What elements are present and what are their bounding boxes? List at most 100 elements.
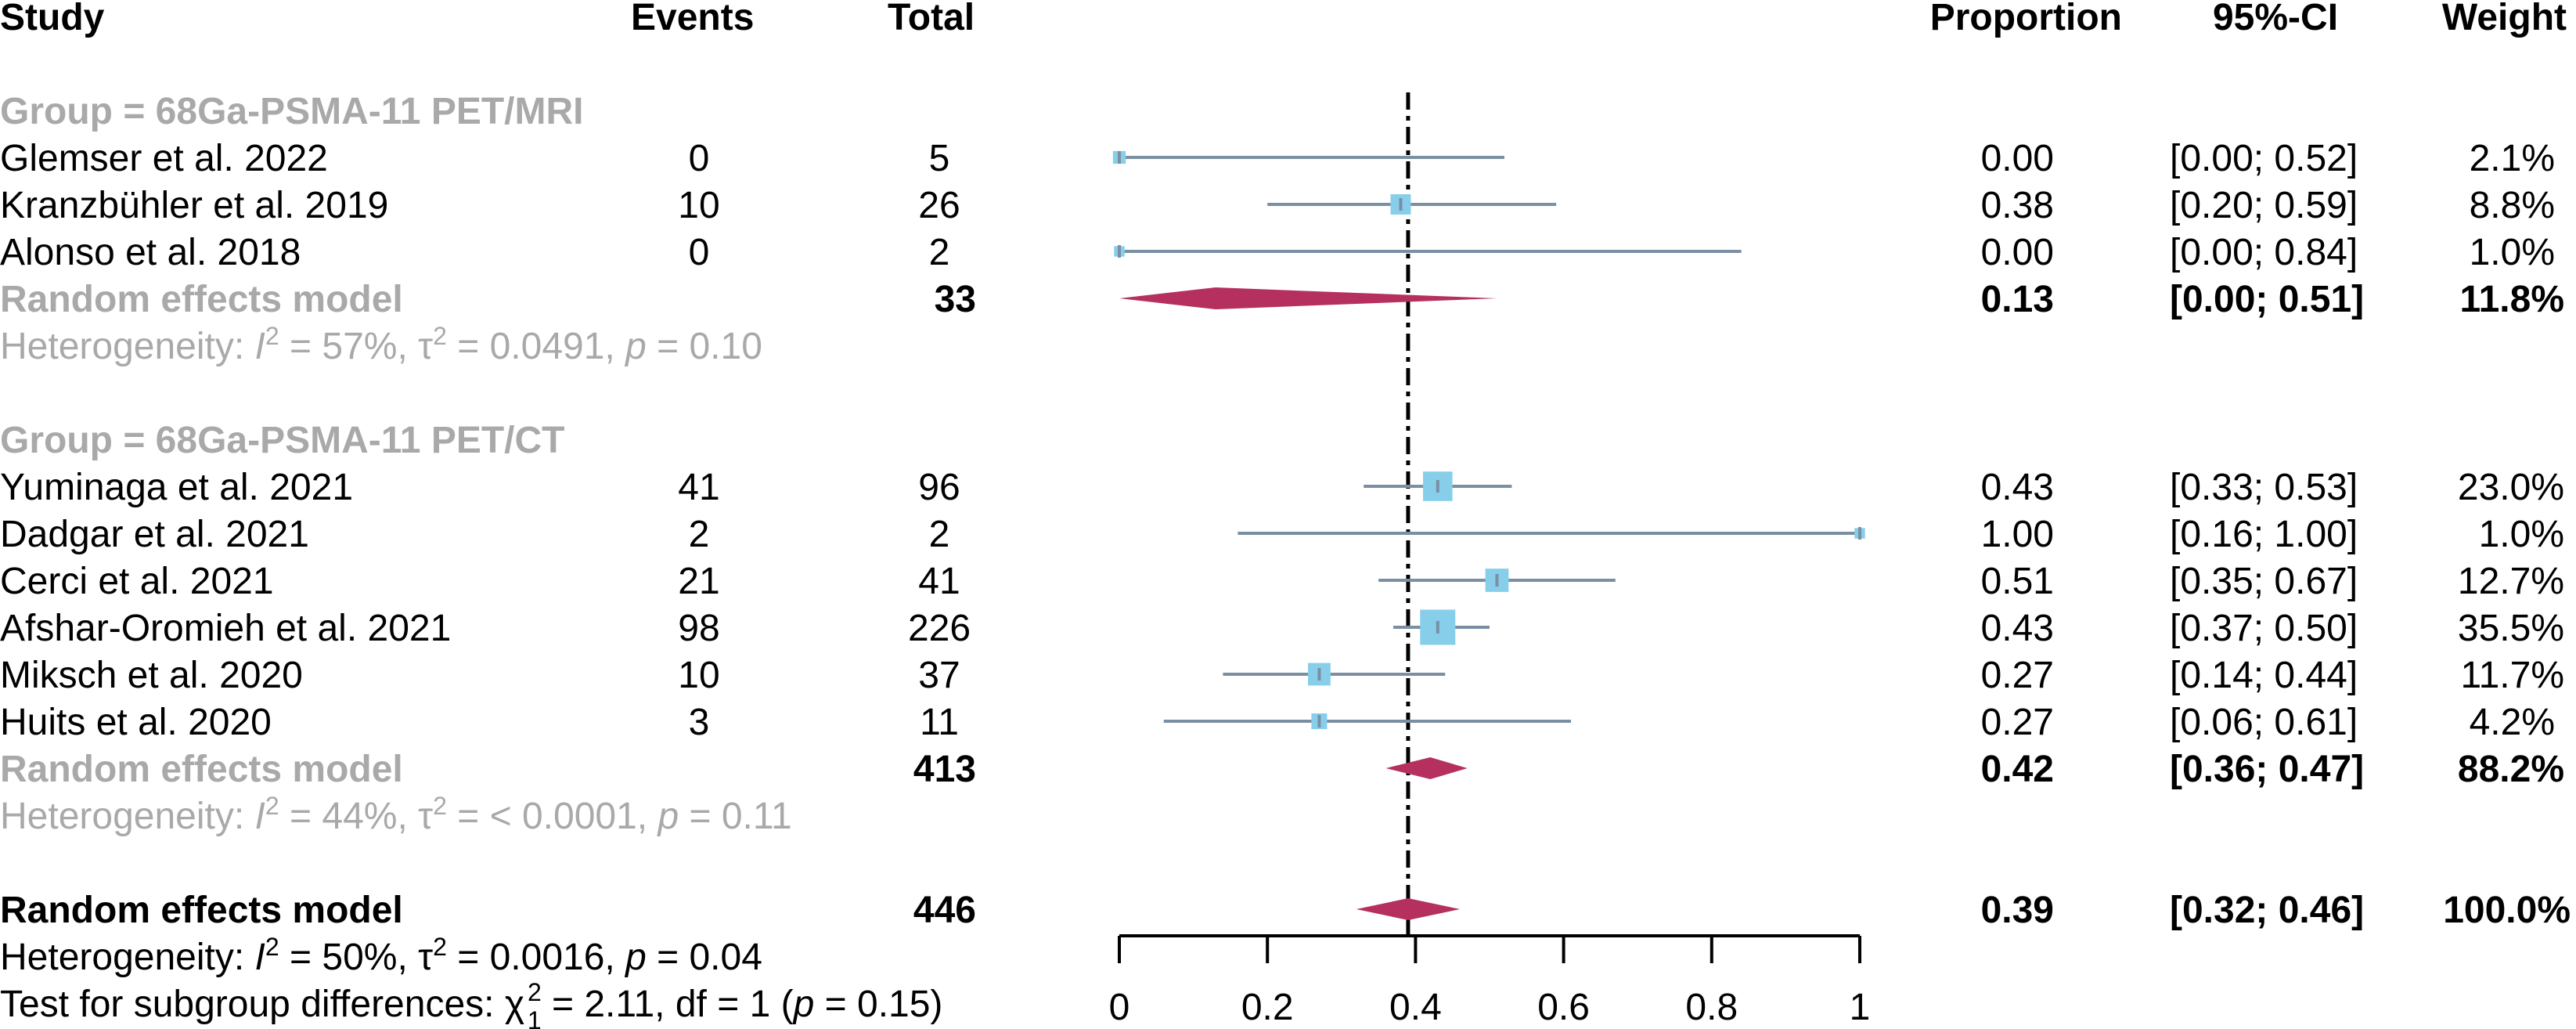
summary-total: 33 [935, 279, 976, 320]
het-tau-value: = < 0.0001, [447, 796, 658, 837]
het-p: p [624, 937, 647, 978]
header-proportion: Proportion [1930, 0, 2122, 38]
study-proportion: 0.00 [1981, 232, 2054, 273]
study-total: 226 [908, 608, 971, 649]
het-p-value: = 0.11 [679, 796, 792, 837]
het-p-value: = 0.10 [647, 326, 762, 367]
study-weight: 8.8% [2470, 185, 2555, 226]
het-i2-value: = 44%, [279, 796, 418, 837]
het-tau: τ [418, 796, 433, 837]
summary-proportion: 0.42 [1981, 749, 2054, 790]
group-title: Group = 68Ga-PSMA-11 PET/CT [0, 420, 565, 461]
study-proportion: 1.00 [1981, 514, 2054, 555]
summary-diamond [1356, 898, 1461, 920]
study-events: 3 [689, 702, 710, 743]
test-value: = 2.11, df = 1 ( [542, 984, 794, 1025]
study-proportion: 0.38 [1981, 185, 2054, 226]
study-proportion: 0.27 [1981, 655, 2054, 696]
study-ci: [0.20; 0.59] [2170, 185, 2358, 226]
study-events: 21 [678, 561, 719, 602]
study-events: 41 [678, 467, 719, 508]
summary-ci: [0.36; 0.47] [2170, 749, 2364, 790]
study-events: 2 [689, 514, 710, 555]
study-name: Dadgar et al. 2021 [0, 514, 309, 555]
het-p: p [624, 326, 647, 367]
study-total: 96 [918, 467, 960, 508]
study-events: 10 [678, 185, 719, 226]
x-tick-label: 0 [1109, 987, 1130, 1028]
study-ci: [0.35; 0.67] [2170, 561, 2358, 602]
header-events: Events [631, 0, 754, 38]
summary-ci: [0.00; 0.51] [2170, 279, 2364, 320]
overall-ci: [0.32; 0.46] [2170, 890, 2364, 931]
x-axis-ticks: 0 0.2 0.4 0.6 0.8 1 [1109, 936, 1871, 1028]
study-proportion: 0.43 [1981, 608, 2054, 649]
study-name: Miksch et al. 2020 [0, 655, 303, 696]
summary-proportion: 0.13 [1981, 279, 2054, 320]
header-study: Study [0, 0, 105, 38]
summary-weight: 11.8% [2460, 279, 2564, 320]
study-weight: 1.0% [2479, 514, 2564, 555]
test-chi: χ [505, 984, 524, 1025]
het-prefix: Heterogeneity: [0, 326, 255, 367]
test-sup: 2 [528, 978, 542, 1006]
group-title: Group = 68Ga-PSMA-11 PET/MRI [0, 91, 584, 132]
het-p: p [656, 796, 679, 837]
overall-weight: 100.0% [2443, 890, 2571, 931]
plot-marks [1112, 150, 1865, 920]
x-tick-label: 1 [1850, 987, 1871, 1028]
het-sup: 2 [265, 792, 279, 820]
x-tick-label: 0.4 [1389, 987, 1442, 1028]
het-tau-value: = 0.0016, [447, 937, 625, 978]
het-i2-value: = 50%, [279, 937, 418, 978]
heterogeneity-text: Heterogeneity: I2 = 57%, τ2 = 0.0491, p … [0, 322, 762, 367]
het-i: I [255, 326, 265, 367]
study-weight: 2.1% [2470, 138, 2555, 179]
study-name: Kranzbühler et al. 2019 [0, 185, 388, 226]
study-total: 11 [920, 702, 959, 743]
study-weight: 4.2% [2470, 702, 2555, 743]
heterogeneity-text: Heterogeneity: I2 = 44%, τ2 = < 0.0001, … [0, 792, 792, 837]
study-weight: 23.0% [2458, 467, 2564, 508]
study-ci: [0.16; 1.00] [2170, 514, 2358, 555]
study-events: 10 [678, 655, 719, 696]
study-weight: 11.7% [2460, 655, 2564, 696]
test-sub: 1 [528, 1006, 542, 1029]
summary-diamond [1119, 287, 1497, 309]
study-total: 37 [918, 655, 960, 696]
study-name: Alonso et al. 2018 [0, 232, 301, 273]
study-total: 26 [918, 185, 960, 226]
study-proportion: 0.51 [1981, 561, 2054, 602]
study-weight: 1.0% [2470, 232, 2555, 273]
overall-proportion: 0.39 [1981, 890, 2054, 931]
study-events: 0 [689, 138, 710, 179]
summary-label: Random effects model [0, 749, 403, 790]
study-ci: [0.37; 0.50] [2170, 608, 2358, 649]
study-ci: [0.14; 0.44] [2170, 655, 2358, 696]
het-i: I [255, 796, 265, 837]
study-weight: 12.7% [2458, 561, 2564, 602]
het-sup: 2 [265, 322, 279, 350]
het-sup: 2 [433, 933, 447, 961]
overall-total: 446 [913, 890, 976, 931]
study-total: 41 [918, 561, 960, 602]
study-events: 98 [678, 608, 719, 649]
het-tau-value: = 0.0491, [447, 326, 625, 367]
summary-weight: 88.2% [2458, 749, 2564, 790]
overall-label: Random effects model [0, 890, 403, 931]
het-sup: 2 [433, 792, 447, 820]
study-total: 5 [929, 138, 950, 179]
x-tick-label: 0.2 [1241, 987, 1294, 1028]
study-proportion: 0.27 [1981, 702, 2054, 743]
study-ci: [0.33; 0.53] [2170, 467, 2358, 508]
study-proportion: 0.43 [1981, 467, 2054, 508]
het-p-value: = 0.04 [647, 937, 762, 978]
study-total: 2 [929, 232, 950, 273]
x-tick-label: 0.8 [1685, 987, 1738, 1028]
header-total: Total [888, 0, 975, 38]
het-tau: τ [418, 937, 433, 978]
het-i2-value: = 57%, [279, 326, 418, 367]
test-prefix: Test for subgroup differences: [0, 984, 505, 1025]
